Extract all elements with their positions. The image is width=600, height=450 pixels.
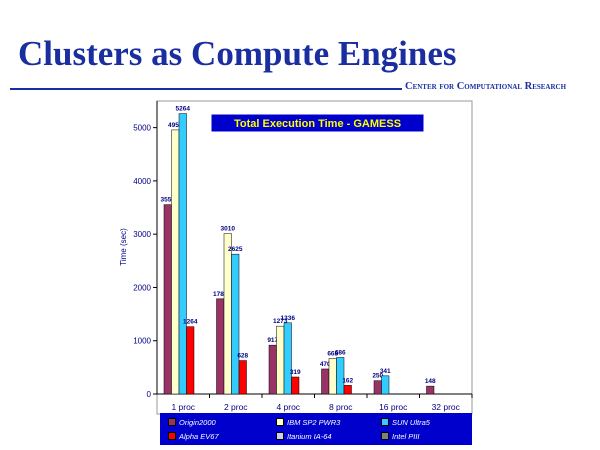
chart-title: Total Execution Time - GAMESS <box>234 118 401 130</box>
bar-3-3 <box>343 385 352 395</box>
bar-1-3 <box>238 360 247 395</box>
bar-label-0-0: 3555 <box>161 197 176 204</box>
bar-label-3-0: 470 <box>320 361 331 368</box>
legend-item-1: IBM SP2 PWR3 <box>276 416 381 428</box>
bar-label-2-2: 1336 <box>281 315 296 322</box>
bar-label-1-2: 2625 <box>228 246 243 253</box>
x-tick-label-0: 1 proc <box>171 402 195 412</box>
bar-label-4-2: 341 <box>380 368 391 375</box>
legend-label-0: Origin2000 <box>179 417 216 427</box>
bar-0-0 <box>163 204 172 395</box>
y-tick-label-4: 4000 <box>133 177 151 186</box>
org-name: Center for Computational Research <box>405 81 567 92</box>
legend-item-5: Intel PIII <box>381 430 481 442</box>
x-tick-label-2: 4 proc <box>276 402 300 412</box>
bar-label-0-2: 5264 <box>176 106 191 113</box>
legend-item-2: SUN Ultra5 <box>381 416 481 428</box>
bar-0-1 <box>171 129 180 395</box>
bar-label-2-3: 319 <box>290 369 301 376</box>
y-tick-label-1: 1000 <box>133 337 151 346</box>
legend-item-3: Alpha EV67 <box>168 430 276 442</box>
chart-legend: Origin2000 IBM SP2 PWR3 SUN Ultra5 Alpha EV… <box>160 413 472 445</box>
chart-title-box <box>210 113 425 133</box>
bar-4-0 <box>373 380 382 395</box>
bar-label-0-3: 1264 <box>183 319 198 326</box>
bar-label-1-0: 1787 <box>213 291 228 298</box>
chart-area <box>156 100 473 415</box>
bar-label-5-0: 148 <box>425 378 436 385</box>
slide-title: Clusters as Compute Engines <box>18 34 457 73</box>
bar-3-1 <box>328 358 337 395</box>
legend-item-4: Itanium IA-64 <box>276 430 381 442</box>
bar-2-2 <box>283 322 292 395</box>
legend-label-2: SUN Ultra5 <box>392 417 430 427</box>
bar-1-1 <box>223 233 232 395</box>
bar-label-3-1: 668 <box>327 350 338 357</box>
legend-swatch-2 <box>381 418 389 426</box>
bar-label-1-3: 628 <box>237 353 248 360</box>
legend-swatch-5 <box>381 432 389 440</box>
y-tick-label-5: 5000 <box>133 124 151 133</box>
bar-0-3 <box>186 326 195 395</box>
legend-item-0: Origin2000 <box>168 416 276 428</box>
legend-swatch-1 <box>276 418 284 426</box>
bar-5-0 <box>426 385 435 395</box>
legend-swatch-0 <box>168 418 176 426</box>
bar-4-2 <box>381 375 390 395</box>
bar-label-2-0: 917 <box>267 337 278 344</box>
bar-2-3 <box>291 376 300 395</box>
legend-label-1: IBM SP2 PWR3 <box>287 417 341 427</box>
bar-0-2 <box>178 113 187 395</box>
y-tick-label-2: 2000 <box>133 283 151 292</box>
bar-1-0 <box>216 298 225 395</box>
x-tick-label-4: 16 proc <box>379 402 408 412</box>
bar-3-2 <box>336 357 345 395</box>
bar-2-0 <box>268 344 277 395</box>
y-tick-label-0: 0 <box>147 390 152 399</box>
x-tick-label-3: 8 proc <box>329 402 353 412</box>
x-tick-label-1: 2 proc <box>224 402 248 412</box>
bar-2-1 <box>276 325 285 395</box>
bar-label-2-1: 1273 <box>273 318 288 325</box>
bar-1-2 <box>231 253 240 395</box>
y-axis-label: Time (sec) <box>119 228 128 266</box>
y-tick-label-3: 3000 <box>133 230 151 239</box>
bar-label-3-2: 686 <box>335 349 346 356</box>
legend-label-3: Alpha EV67 <box>179 431 219 441</box>
bar-label-3-3: 162 <box>342 377 353 384</box>
bar-label-1-1: 3010 <box>221 226 236 233</box>
legend-label-5: Intel PIII <box>392 431 420 441</box>
bar-label-0-1: 4957 <box>168 122 183 129</box>
legend-swatch-4 <box>276 432 284 440</box>
title-rule <box>10 88 402 90</box>
x-tick-label-5: 32 proc <box>432 402 461 412</box>
legend-swatch-3 <box>168 432 176 440</box>
legend-grid: Origin2000 IBM SP2 PWR3 SUN Ultra5 Alpha EV… <box>168 416 468 442</box>
bar-label-4-0: 250 <box>372 373 383 380</box>
legend-label-4: Itanium IA-64 <box>287 431 332 441</box>
bar-3-0 <box>321 368 330 395</box>
